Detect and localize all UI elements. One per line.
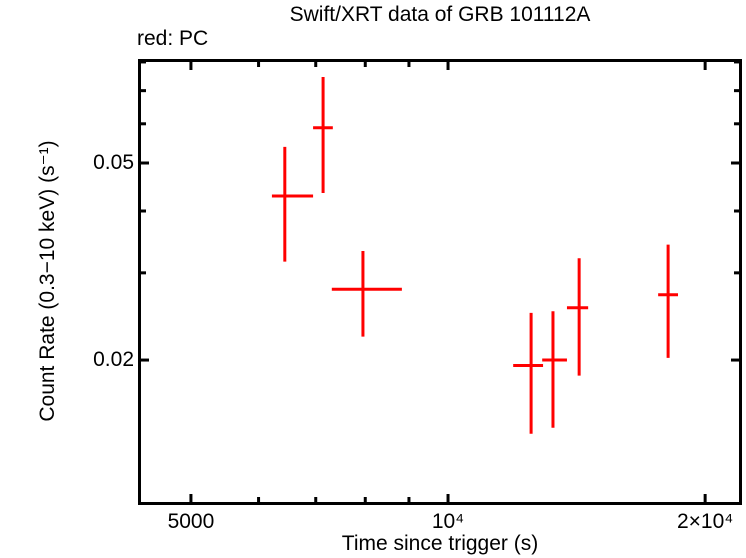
plot-frame	[138, 59, 742, 505]
y-axis-label: Count Rate (0.3−10 keV) (s⁻¹)	[36, 140, 59, 422]
chart-title: Swift/XRT data of GRB 101112A	[289, 3, 591, 26]
x-tick-label-5000: 5000	[167, 510, 215, 533]
x-tick-label-10000: 10⁴	[431, 510, 465, 533]
y-tick-label-0.02: 0.02	[93, 348, 134, 372]
x-axis-label: Time since trigger (s)	[341, 532, 539, 555]
x-tick-label-20000: 2×10⁴	[676, 510, 734, 533]
mode-label: red: PC	[137, 27, 209, 50]
y-tick-label-0.05: 0.05	[93, 151, 134, 174]
